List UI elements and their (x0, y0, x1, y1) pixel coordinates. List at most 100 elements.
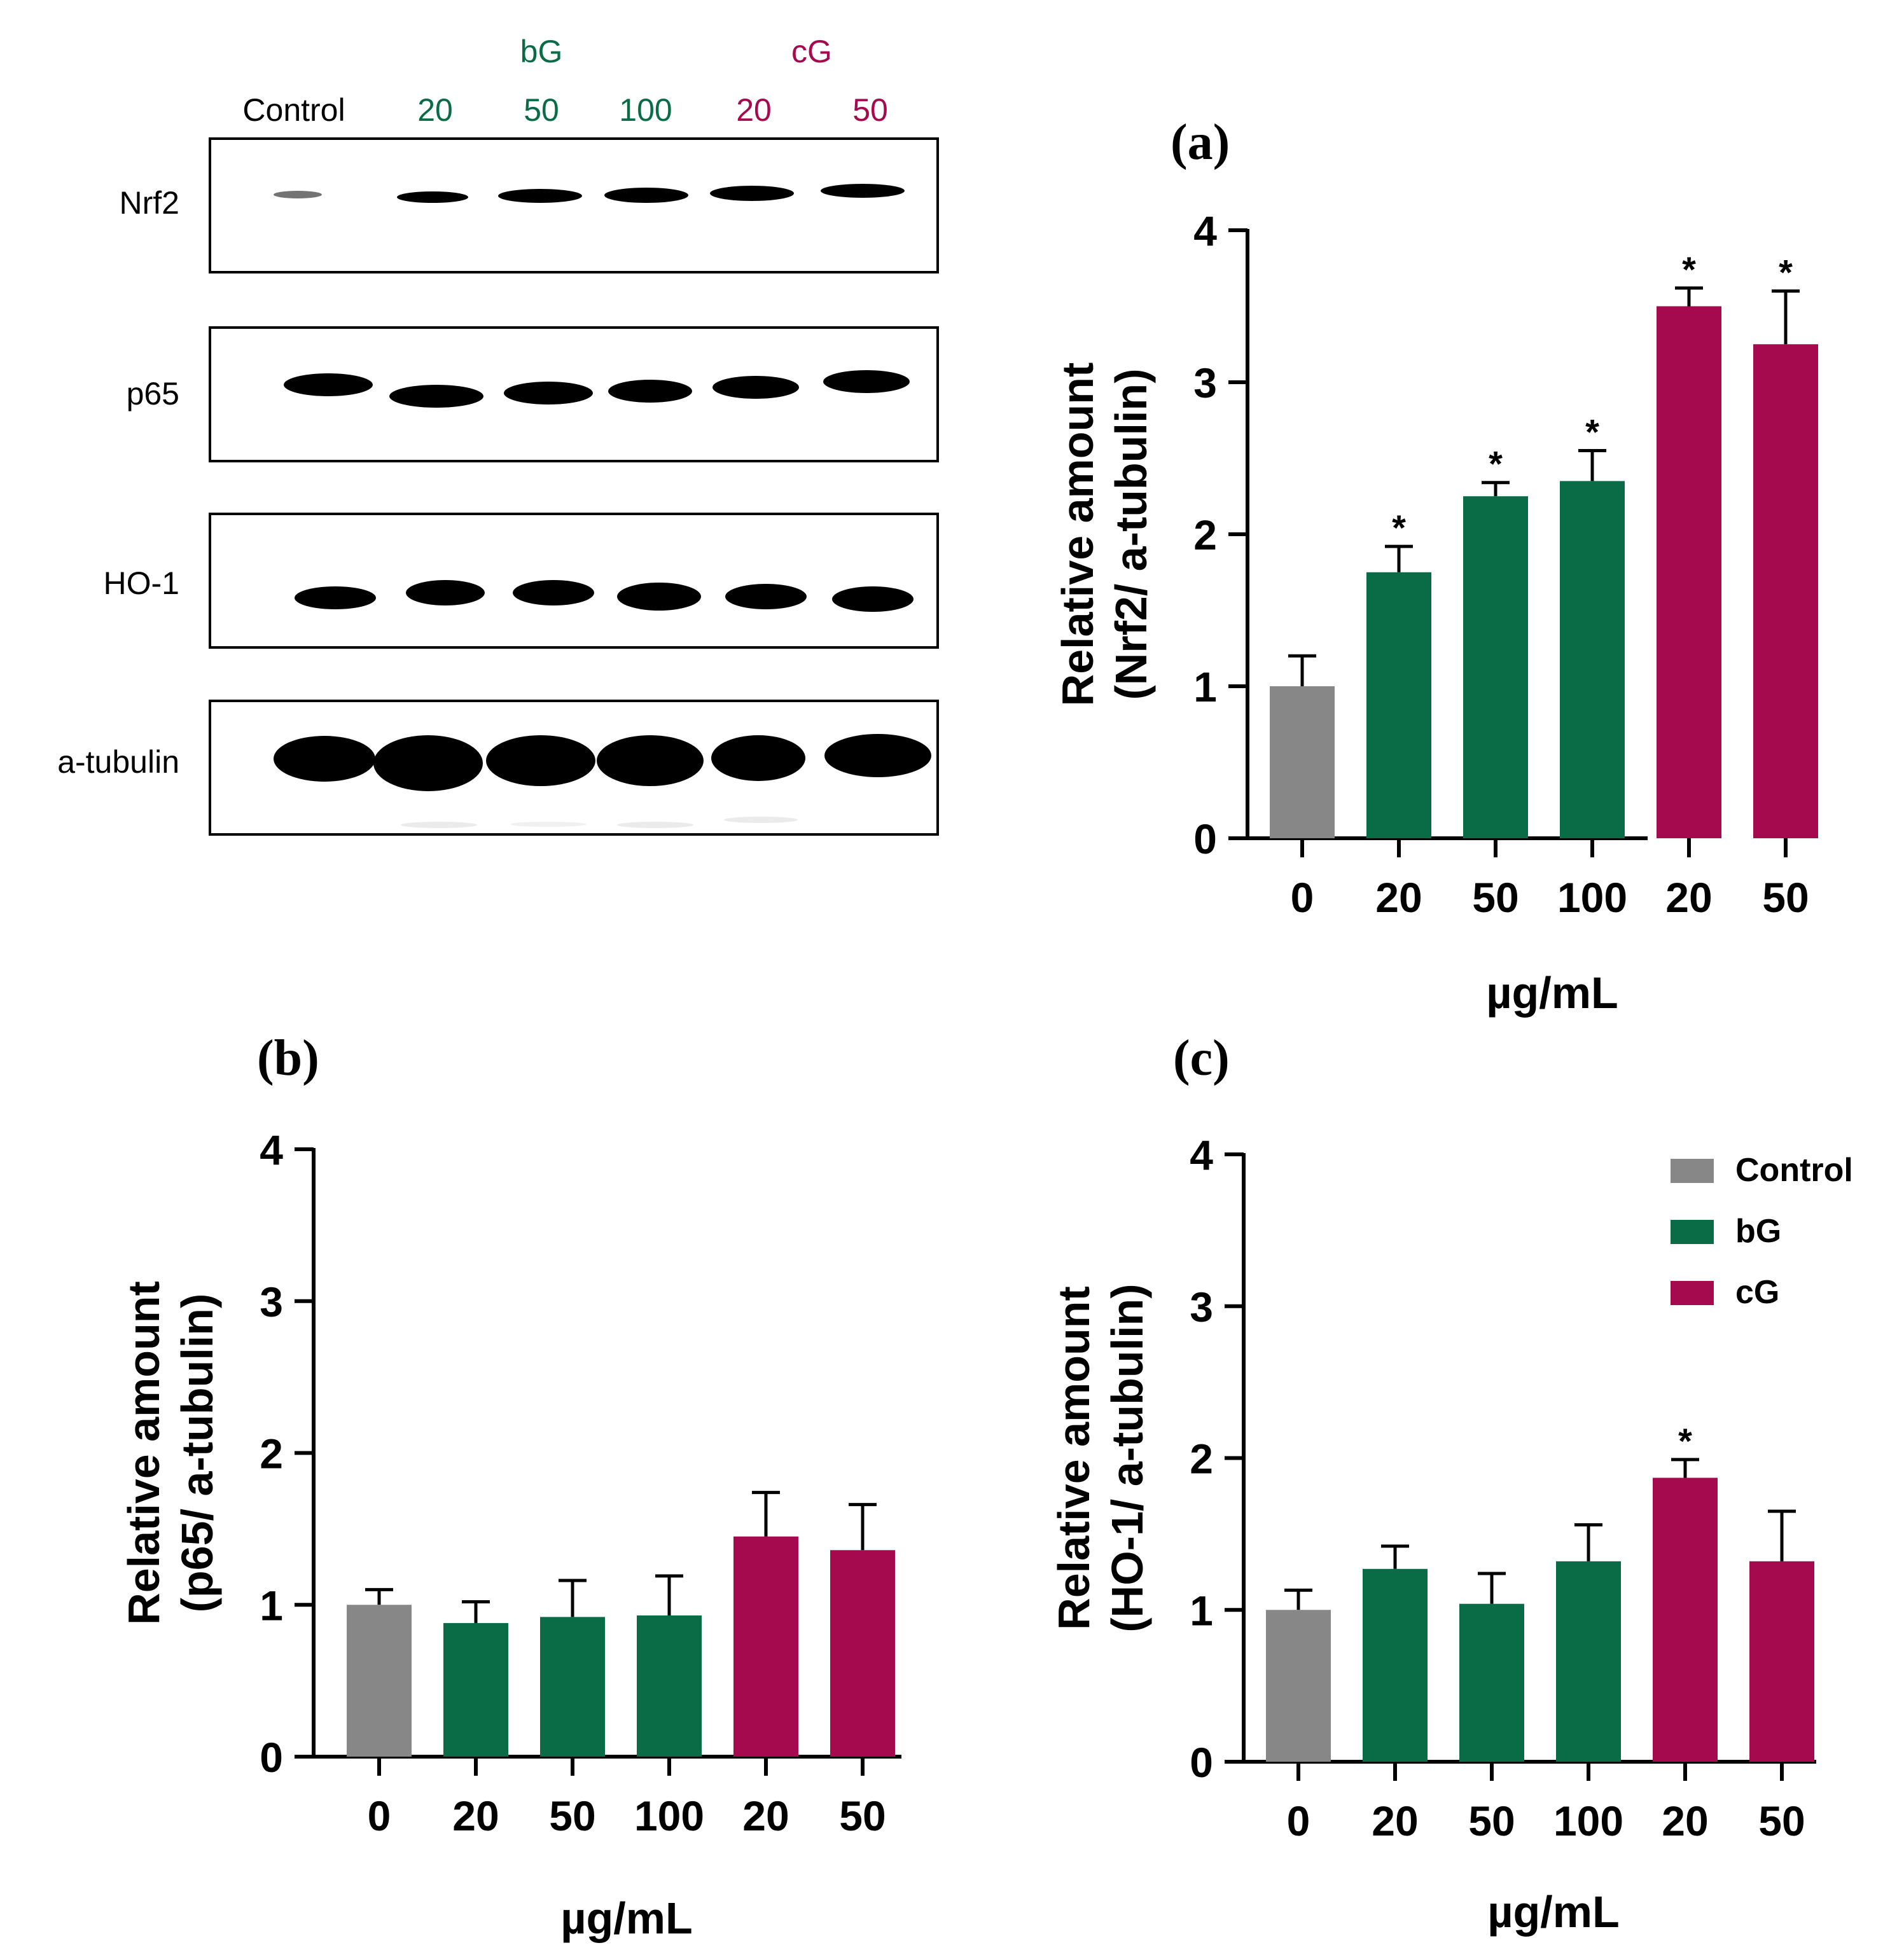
blot-band (824, 734, 931, 777)
x-axis-title: µg/mL (560, 1893, 693, 1943)
blot-faint-band (724, 817, 798, 823)
legend-label-control: Control (1735, 1152, 1853, 1189)
y-axis-title: Relative amount (119, 1281, 169, 1625)
blot-band (406, 580, 485, 605)
blot-faint-band (617, 822, 693, 828)
blot-band (274, 736, 375, 782)
bar-control (347, 1605, 412, 1757)
bar-bG (443, 1622, 508, 1757)
y-tick-label: 2 (1190, 1435, 1213, 1483)
x-tick-label: 50 (1758, 1797, 1805, 1844)
y-tick-label: 2 (260, 1430, 283, 1477)
chart-panel-c: (c) 0 1 2 3 4 Relative amount (HO-1/ a-tubulin)… (1049, 1030, 1816, 1937)
y-tick-label: 0 (260, 1734, 283, 1781)
blot-band (597, 735, 704, 786)
significance-star: * (1585, 412, 1599, 452)
bar-bG (540, 1617, 605, 1757)
blot-lane-label: 50 (852, 92, 888, 128)
y-tick-label: 0 (1190, 1739, 1213, 1786)
x-tick-label: 0 (1287, 1797, 1310, 1844)
bar-bG (1463, 496, 1528, 838)
y-tick-label: 0 (1193, 815, 1217, 862)
x-tick-label: 50 (1762, 874, 1809, 921)
x-tick-label: 20 (1662, 1797, 1708, 1844)
blot-band (295, 586, 376, 609)
bar-bG (1556, 1561, 1621, 1762)
y-axis-title: Relative amount (1049, 1286, 1099, 1630)
significance-star: * (1392, 508, 1406, 548)
blot-band (284, 373, 373, 396)
y-tick-label: 1 (1193, 663, 1217, 710)
blot-lane-label: Control (242, 92, 345, 128)
blot-band (274, 191, 322, 198)
bar-bG (1366, 572, 1431, 838)
significance-star: * (1779, 252, 1793, 293)
blot-band (373, 735, 483, 791)
x-tick-label: 20 (1375, 874, 1422, 921)
y-tick-label: 4 (1193, 207, 1217, 254)
y-tick-label: 1 (1190, 1587, 1213, 1634)
blot-band (832, 586, 914, 612)
y-tick-label: 3 (1190, 1283, 1213, 1331)
y-tick-label: 3 (260, 1278, 283, 1325)
y-tick-label: 3 (1193, 359, 1217, 406)
y-tick-label: 1 (260, 1582, 283, 1629)
x-axis-title: µg/mL (1486, 968, 1618, 1018)
x-tick-label: 50 (549, 1792, 595, 1839)
blot-band (725, 584, 807, 609)
blot-lane-label: 100 (619, 92, 672, 128)
x-tick-label: 0 (1291, 874, 1314, 921)
blot-band (504, 382, 593, 405)
bar-bG (1560, 481, 1625, 838)
bar-cG (1653, 1477, 1718, 1762)
legend: Control bG cG (1671, 1152, 1853, 1311)
bar-cG (1753, 344, 1818, 838)
blot-band (513, 580, 594, 605)
significance-star: * (1682, 249, 1696, 289)
legend-swatch-cg (1671, 1281, 1714, 1305)
blot-group-label-bG: bG (520, 34, 563, 69)
blot-lane-label: 20 (417, 92, 453, 128)
x-tick-label: 20 (742, 1792, 789, 1839)
x-tick-label: 20 (1665, 874, 1712, 921)
legend-swatch-bg (1671, 1220, 1714, 1244)
bar-bG (1459, 1603, 1524, 1762)
blot-band (498, 189, 582, 203)
western-blot: bG cG Control 20 50 100 20 50 Nrf2 p65 H… (57, 34, 939, 836)
x-tick-label: 50 (839, 1792, 886, 1839)
y-axis-title: (HO-1/ a-tubulin) (1102, 1283, 1152, 1632)
y-axis-title: Relative amount (1053, 363, 1102, 707)
x-tick-label: 20 (452, 1792, 499, 1839)
blot-faint-band (401, 822, 477, 828)
blot-faint-band (510, 822, 587, 827)
x-tick-label: 50 (1468, 1797, 1515, 1844)
blot-row-label-ho1: HO-1 (104, 565, 179, 601)
significance-star: * (1489, 444, 1503, 484)
y-axis-title: (Nrf2/ a-tubulin) (1106, 368, 1156, 700)
panel-letter: (a) (1171, 114, 1230, 170)
blot-band (711, 735, 805, 781)
blot-band (710, 186, 794, 201)
y-axis-title: (p65/ a-tubulin) (172, 1294, 222, 1613)
blot-band (712, 376, 799, 399)
blot-band (821, 184, 905, 198)
bar-cG (1657, 306, 1721, 838)
y-tick-label: 4 (1190, 1131, 1213, 1179)
blot-band (823, 370, 910, 393)
y-tick-label: 4 (260, 1126, 283, 1173)
bar-bG (637, 1615, 702, 1757)
bar-cG (1749, 1561, 1814, 1762)
legend-label-bg: bG (1735, 1213, 1781, 1250)
significance-star: * (1678, 1421, 1692, 1461)
blot-band (604, 188, 688, 203)
blot-frame-nrf2 (209, 137, 939, 273)
blot-row-label-tubulin: a-tubulin (57, 744, 179, 780)
bar-cG (733, 1536, 798, 1757)
chart-panel-b: (b) 0 1 2 3 4 Relative amount (p65/ a-tubulin) 0… (119, 1030, 901, 1943)
blot-row-label-nrf2: Nrf2 (120, 185, 179, 221)
y-tick-label: 2 (1193, 511, 1217, 558)
bar-cG (830, 1550, 895, 1757)
blot-band (397, 191, 468, 203)
blot-band (608, 380, 692, 403)
